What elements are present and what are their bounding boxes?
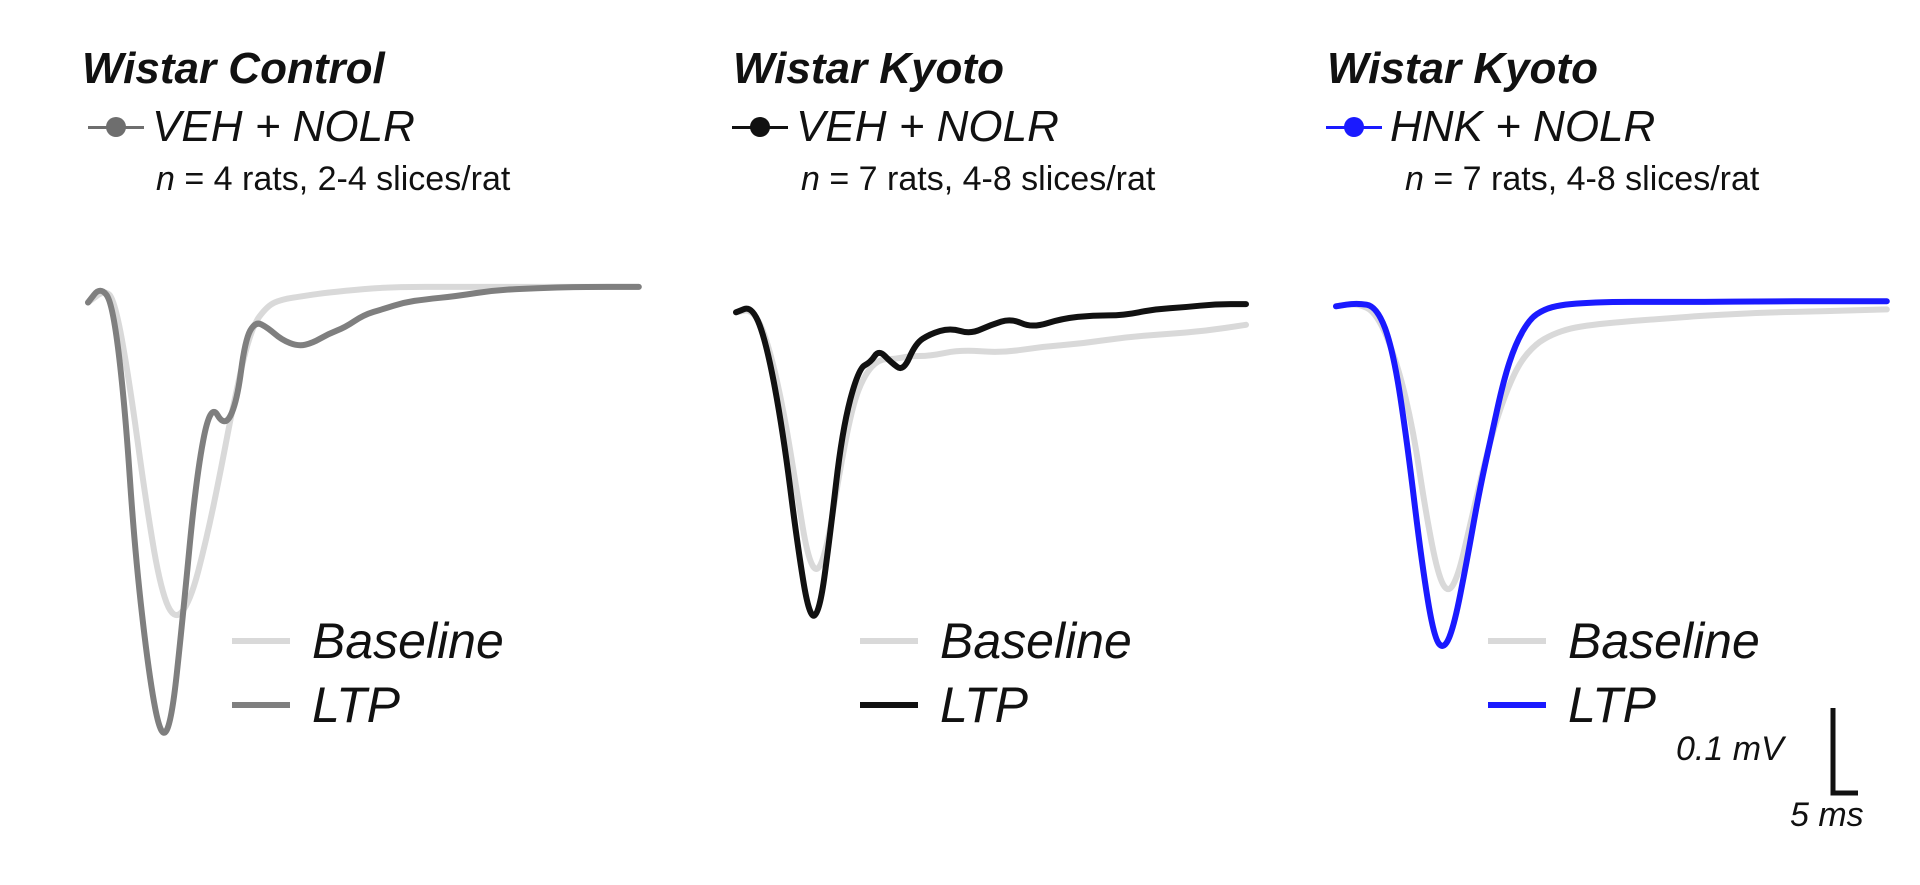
panel-1-group-marker-icon [84,112,148,142]
panel-1-group-label: VEH + NOLR [152,102,415,151]
panel-3-legend-ltp-label: LTP [1568,677,1656,733]
panel-2-legend-ltp-swatch [860,702,918,708]
panel-1-n-text: = 4 rats, 2-4 slices/rat [174,160,511,198]
panel-1-n-symbol: n [156,160,175,198]
panel-1-legend-baseline-swatch [232,638,290,644]
panel-2-legend-ltp-label: LTP [940,677,1028,733]
panel-3-legend-baseline-label: Baseline [1568,613,1760,669]
panel-2-title: Wistar Kyoto [733,44,1004,93]
panel-3-legend-baseline: Baseline [1488,612,1760,670]
panel-1-legend-ltp-label: LTP [312,677,400,733]
panel-2-legend-ltp: LTP [860,676,1028,734]
panel-1-legend-ltp-swatch [232,702,290,708]
panel-3-legend-baseline-swatch [1488,638,1546,644]
panel-2-baseline-trace [733,307,1249,572]
panel-3-group-marker-icon [1322,112,1386,142]
panel-3-n-line: n = 7 rats, 4-8 slices/rat [1405,160,1759,199]
panel-1-legend-baseline-label: Baseline [312,613,504,669]
scale-bar-time-label: 5 ms [1790,796,1864,834]
panel-3-n-text: = 7 rats, 4-8 slices/rat [1423,160,1760,198]
panel-3-group-label: HNK + NOLR [1390,102,1656,151]
panel-1-ltp-trace [85,283,642,736]
panel-1-n-line: n = 4 rats, 2-4 slices/rat [156,160,510,199]
scale-bar [1830,708,1858,796]
panel-2-group: VEH + NOLR [728,102,1059,152]
panel-2-legend-baseline: Baseline [860,612,1132,670]
panel-3-legend-ltp: LTP [1488,676,1656,734]
panel-3-group: HNK + NOLR [1322,102,1655,152]
panel-1-baseline-trace [85,283,642,618]
panel-1-legend-baseline: Baseline [232,612,504,670]
panel-1-title: Wistar Control [82,44,385,93]
panel-2-n-symbol: n [801,160,820,198]
panel-3-title: Wistar Kyoto [1327,44,1598,93]
panel-2-n-text: = 7 rats, 4-8 slices/rat [819,160,1156,198]
panel-1-legend-ltp: LTP [232,676,400,734]
panel-3-n-symbol: n [1405,160,1424,198]
panel-1-group: VEH + NOLR [84,102,415,152]
panel-2-legend-baseline-swatch [860,638,918,644]
panel-2-group-marker-icon [728,112,792,142]
panel-3-ltp-trace [1333,298,1890,649]
scale-bar-voltage-label: 0.1 mV [1676,730,1784,768]
panel-2-legend-baseline-label: Baseline [940,613,1132,669]
panel-2-group-label: VEH + NOLR [796,102,1059,151]
panel-2-n-line: n = 7 rats, 4-8 slices/rat [801,160,1155,199]
panel-3-legend-ltp-swatch [1488,702,1546,708]
panel-2-ltp-trace [733,301,1249,619]
